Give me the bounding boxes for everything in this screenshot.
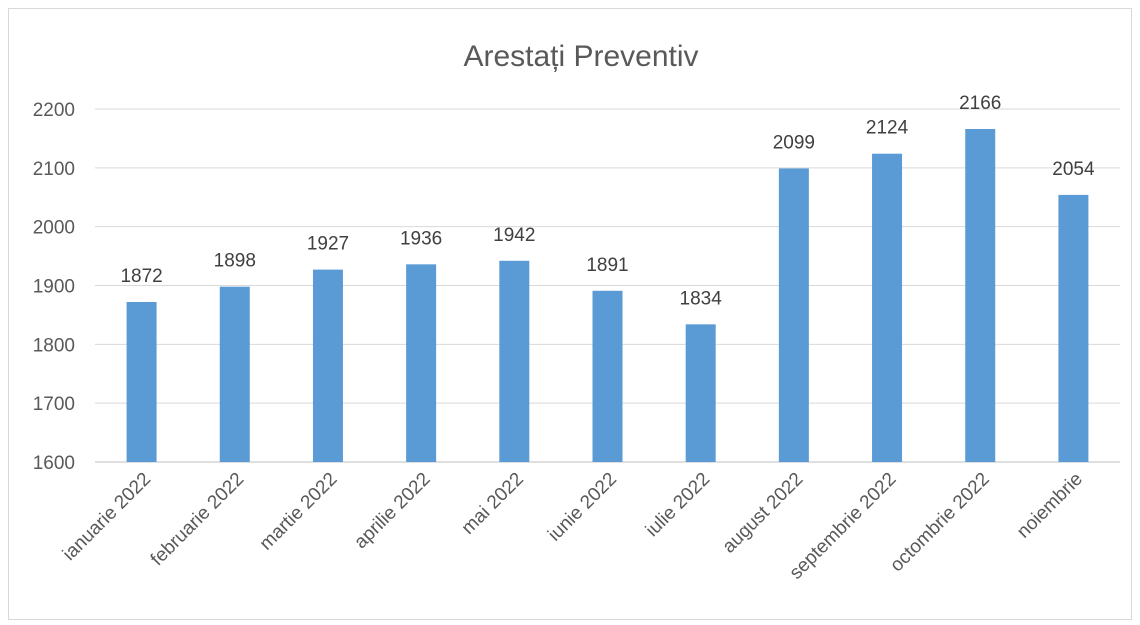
data-label: 2054 [1052,159,1095,180]
y-tick-label: 2100 [33,159,75,180]
bar [592,290,623,462]
data-label: 1834 [680,288,723,309]
bar [965,129,996,462]
x-tick-label: iunie 2022 [544,469,621,546]
bar [219,286,250,462]
x-tick-label: mai 2022 [458,469,528,539]
bar [778,168,809,462]
y-tick-label: 1600 [33,453,75,474]
y-tick-label: 1700 [33,394,75,415]
x-tick-label: august 2022 [719,469,808,558]
data-label: 1872 [120,266,162,287]
x-tick-label: iulie 2022 [642,469,714,541]
x-tick-label: ianuarie 2022 [59,469,155,565]
y-tick-label: 1800 [33,335,75,356]
data-label: 1942 [493,225,535,246]
y-tick-label: 2000 [33,218,75,239]
bar [406,264,437,462]
bar [685,324,716,462]
y-axis: 1600 1700 1800 1900 2000 2100 2200 [33,100,75,474]
y-tick-label: 1900 [33,277,75,298]
data-label: 2124 [866,118,909,139]
bar [872,153,903,463]
bar [312,269,343,462]
data-label: 1898 [214,251,256,272]
bar [126,301,157,462]
data-labels: 1872 1898 1927 1936 1942 1891 1834 2099 2124 2166… [120,93,1095,309]
data-label: 1936 [400,228,442,249]
bar [1058,194,1089,462]
data-label: 2166 [959,93,1001,114]
bar [499,260,530,462]
data-label: 2099 [773,132,815,153]
chart-frame [8,8,1132,620]
chart-title: Arestați Preventiv [463,40,698,73]
x-tick-label: aprilie 2022 [350,469,434,553]
data-label: 1927 [307,234,349,255]
x-tick-label: octombrie 2022 [886,469,993,576]
data-label: 1891 [586,255,628,276]
bars [126,129,1089,463]
y-tick-label: 2200 [33,100,75,121]
x-tick-label: noiembrie [1013,469,1087,543]
x-tick-label: martie 2022 [256,469,342,555]
x-tick-label: februarie 2022 [147,469,249,571]
gridlines [95,108,1120,463]
